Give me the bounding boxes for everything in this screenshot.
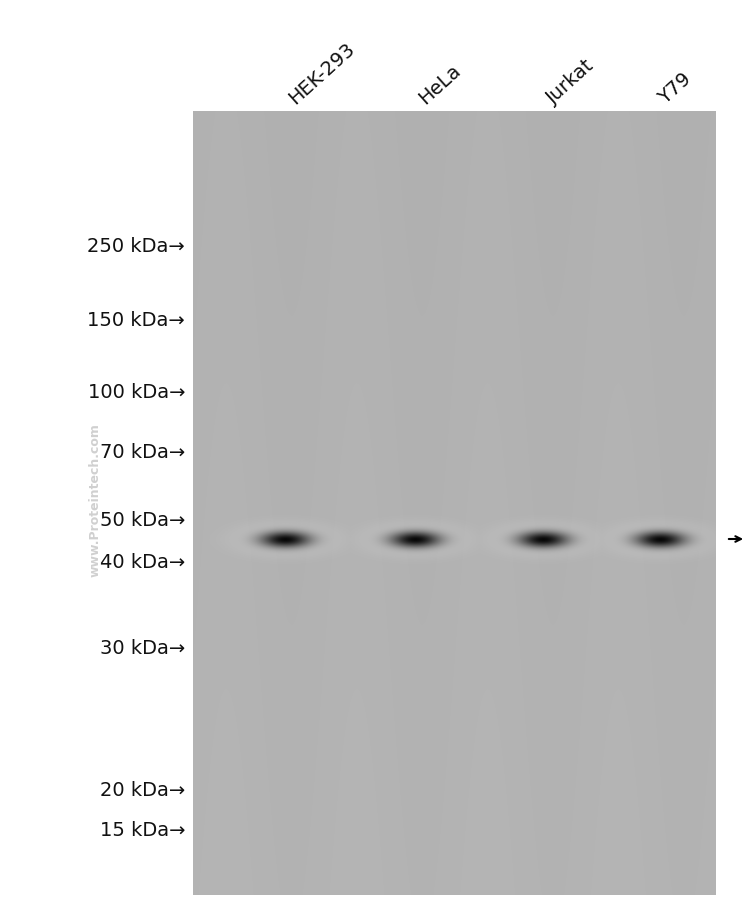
Text: 40 kDa→: 40 kDa→ xyxy=(100,552,185,571)
Text: 150 kDa→: 150 kDa→ xyxy=(87,310,185,329)
Text: Jurkat: Jurkat xyxy=(543,56,598,108)
Text: HEK-293: HEK-293 xyxy=(285,39,358,108)
Text: 70 kDa→: 70 kDa→ xyxy=(100,442,185,461)
Text: 50 kDa→: 50 kDa→ xyxy=(100,510,185,529)
Text: 100 kDa→: 100 kDa→ xyxy=(88,383,185,402)
Text: HeLa: HeLa xyxy=(415,60,464,108)
Text: 250 kDa→: 250 kDa→ xyxy=(87,237,185,256)
Text: 15 kDa→: 15 kDa→ xyxy=(100,820,185,839)
Text: www.Proteintech.com: www.Proteintech.com xyxy=(88,423,101,576)
Text: 20 kDa→: 20 kDa→ xyxy=(100,779,185,798)
Text: Y79: Y79 xyxy=(655,69,695,108)
Text: 30 kDa→: 30 kDa→ xyxy=(100,638,185,657)
